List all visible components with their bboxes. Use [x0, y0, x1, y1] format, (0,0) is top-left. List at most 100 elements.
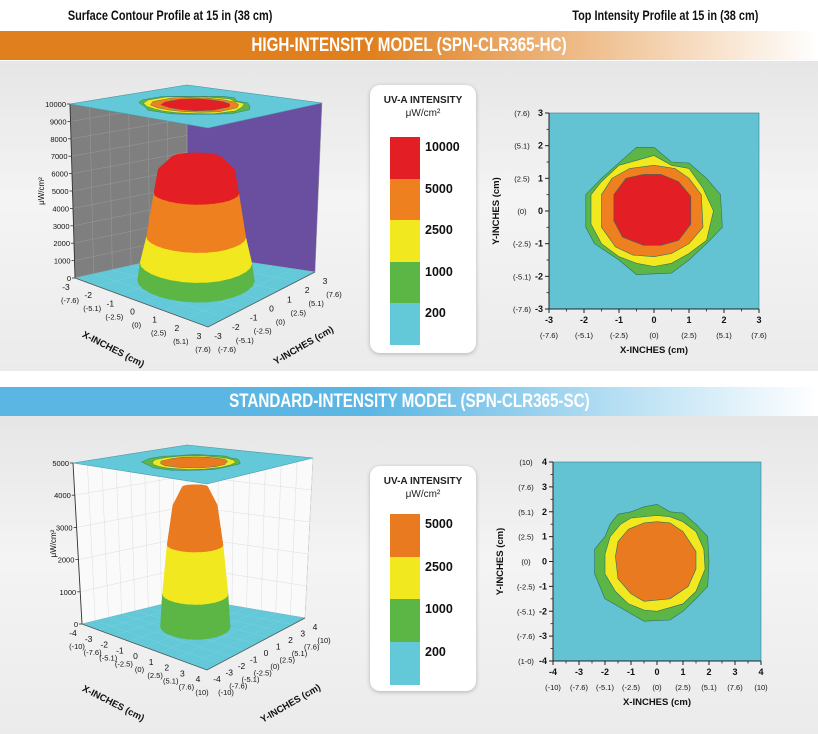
x-tick-label: -1 — [627, 667, 635, 677]
y-tick-label: 1 — [538, 173, 543, 183]
x-tick-cm-label: (-7.6) — [570, 683, 588, 692]
legend-swatch — [390, 178, 420, 221]
y-tick-label: -3 — [539, 631, 547, 641]
floor-axes — [74, 271, 316, 328]
y-tick-label: 2 — [305, 285, 310, 295]
y-tick-cm-label: (5.1) — [308, 299, 324, 308]
y-tick-cm-label: (7.6) — [514, 109, 530, 118]
y-axis-title: Y-INCHES (cm) — [491, 177, 502, 245]
y-tick-cm-label: (0) — [276, 318, 286, 327]
x-tick-label: 3 — [732, 667, 737, 677]
legend-swatch — [390, 137, 420, 179]
y-tick-cm-label: (10) — [317, 636, 331, 645]
y-tick-label: -4 — [539, 656, 547, 666]
surface-facet — [186, 551, 196, 605]
x-tick-label: -1 — [107, 298, 115, 308]
x-tick-label: 2 — [706, 667, 711, 677]
legend-swatch — [390, 556, 420, 600]
y-tick-label: 0 — [264, 648, 269, 658]
x-tick-cm-label: (7.6) — [179, 682, 195, 691]
uv-intensity-legend-high: UV-A INTENSITY μW/cm² 10000 5000 2500 1000 2… — [370, 85, 476, 353]
surface-facet — [187, 509, 196, 553]
y-tick-label: 3 — [300, 629, 305, 639]
x-tick-cm-label: (0) — [135, 665, 145, 674]
legend-swatch — [390, 514, 420, 557]
uv-intensity-legend-standard: UV-A INTENSITY μW/cm² 5000 2500 1000 200 — [370, 466, 476, 691]
y-tick-cm-label: (0) — [517, 207, 527, 216]
contour-region-2500 — [615, 521, 697, 602]
y-tick-cm-label: (-7.6) — [513, 305, 531, 314]
y-tick-label: -2 — [232, 322, 240, 332]
x-tick-cm-label: (7.6) — [727, 683, 743, 692]
floor-gridline — [108, 617, 232, 658]
y-tick-label: -1 — [250, 313, 258, 323]
x-tick-cm-label: (-7.6) — [84, 648, 102, 657]
x-tick-cm-label: (-2.5) — [115, 659, 133, 668]
x-tick-label: 2 — [721, 315, 726, 325]
x-tick-label: -2 — [580, 315, 588, 325]
x-tick-label: -2 — [84, 290, 92, 300]
surface-band — [166, 484, 224, 553]
y-tick-label: 0 — [538, 206, 543, 216]
y-tick-cm-label: (-2.5) — [517, 582, 535, 591]
y-tick-cm-label: (-7.6) — [218, 345, 236, 354]
y-tick-cm-label: (-5.1) — [513, 272, 531, 281]
y-tick-label: 3 — [538, 108, 543, 118]
legend-title: UV-A INTENSITY — [383, 95, 463, 106]
x-tick-cm-label: (-5.1) — [575, 331, 593, 340]
x-axis-title: X-INCHES (cm) — [80, 683, 146, 724]
x-tick-label: 4 — [758, 667, 763, 677]
surface-facet — [194, 203, 207, 253]
top-projection-contour — [160, 456, 228, 469]
x-tick-cm-label: (2.5) — [681, 331, 697, 340]
y-tick-label: -1 — [250, 655, 258, 665]
surface-band — [153, 152, 240, 205]
y-axis-title: Y-INCHES (cm) — [272, 324, 336, 367]
x-tick-label: -2 — [601, 667, 609, 677]
surface-facet — [195, 178, 206, 205]
z-tick-label: 0 — [67, 274, 71, 283]
legend-level-label: 200 — [425, 306, 446, 320]
x-tick-label: 0 — [133, 651, 138, 661]
surface-facet — [169, 279, 184, 302]
y-tick-cm-label: (0) — [521, 558, 531, 567]
x-tick-cm-label: (2.5) — [151, 329, 167, 338]
z-tick-label: 5000 — [52, 459, 69, 468]
x-tick-cm-label: (0) — [652, 683, 662, 692]
x-tick-cm-label: (2.5) — [147, 671, 163, 680]
z-axis-title: μW/cm² — [37, 177, 46, 205]
y-tick-label: 1 — [276, 642, 281, 652]
x-tick-label: 1 — [149, 657, 154, 667]
y-tick-cm-label: (2.5) — [518, 533, 534, 542]
z-tick-label: 0 — [74, 620, 78, 629]
y-tick-label: 4 — [313, 622, 318, 632]
x-tick-label: 0 — [130, 307, 135, 317]
y-tick-cm-label: (7.6) — [304, 643, 320, 652]
surface-facet — [194, 281, 209, 303]
x-tick-cm-label: (10) — [195, 688, 209, 697]
y-tick-cm-label: (-5.1) — [517, 607, 535, 616]
wall-gridline — [89, 100, 94, 274]
x-tick-label: -3 — [62, 282, 70, 292]
y-axis-title: Y-INCHES (cm) — [495, 528, 506, 596]
y-tick-label: -2 — [535, 271, 543, 281]
z-tick-label: 5000 — [52, 187, 69, 196]
wall-gridline — [129, 453, 136, 612]
y-tick-label: 2 — [538, 141, 543, 151]
surface-facet — [181, 281, 196, 303]
z-tick-label: 3000 — [56, 523, 73, 532]
y-tick-label: 0 — [542, 557, 547, 567]
wall-gridline — [246, 451, 251, 609]
x-tick-label: -3 — [85, 634, 93, 644]
z-tick-label: 2000 — [53, 239, 70, 248]
x-tick-cm-label: (-5.1) — [596, 683, 614, 692]
floor-gridline — [95, 620, 220, 664]
x-tick-cm-label: (-2.5) — [105, 312, 123, 321]
y-tick-cm-label: (7.6) — [326, 290, 342, 299]
z-tick-label: 1000 — [60, 588, 77, 597]
y-tick-label: -2 — [238, 661, 246, 671]
wall-gridline — [260, 453, 266, 611]
surface-facet — [214, 599, 223, 638]
legend-swatch — [390, 303, 420, 345]
x-axis-title: X-INCHES (cm) — [80, 329, 146, 370]
